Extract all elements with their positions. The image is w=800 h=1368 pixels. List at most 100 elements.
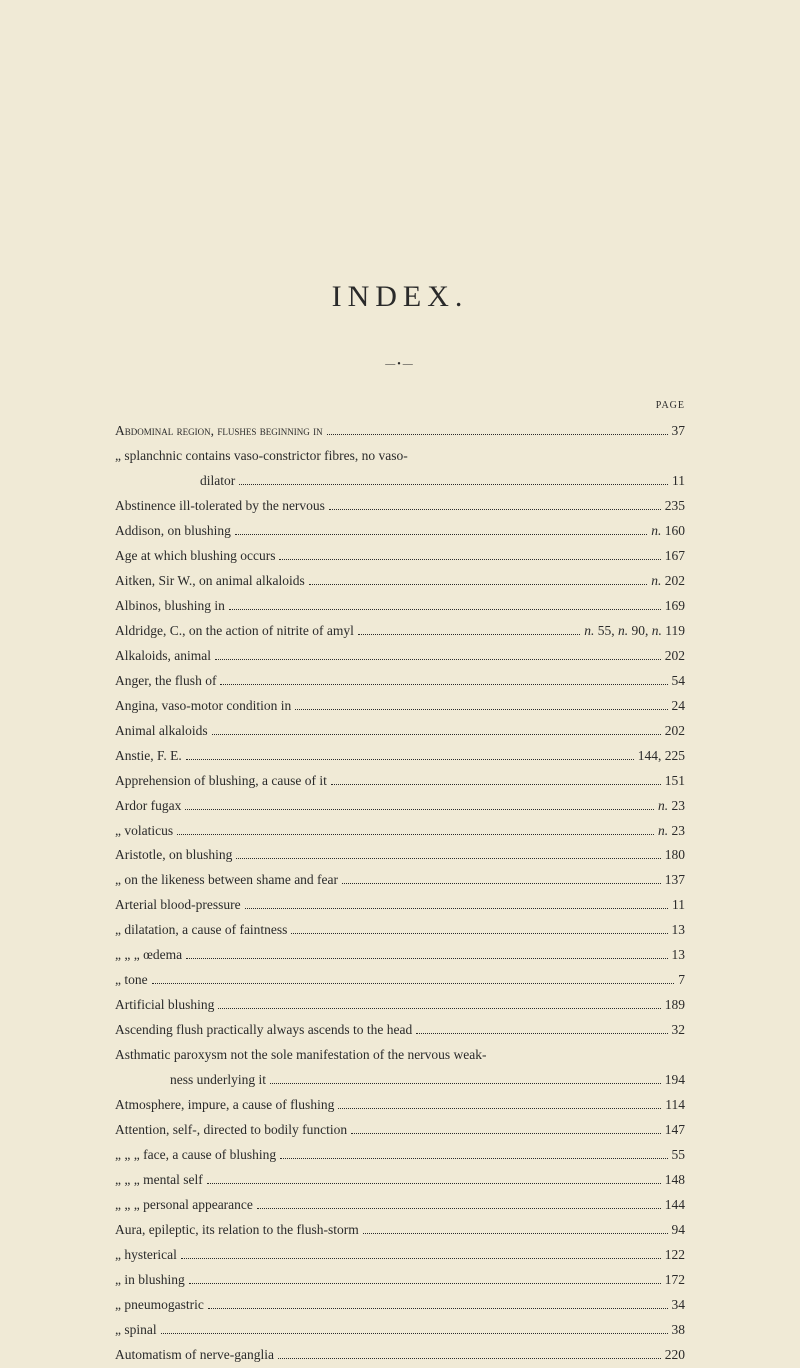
entry-label: „ splanchnic contains vaso-constrictor f…: [115, 444, 408, 469]
entry-label: Abdominal region, flushes beginning in: [115, 419, 323, 444]
index-entry: Albinos, blushing in169: [115, 594, 685, 619]
leader-dots: [189, 1270, 661, 1284]
leader-dots: [309, 571, 648, 585]
leader-dots: [295, 696, 667, 710]
entry-page: 147: [665, 1118, 685, 1143]
entry-label: Arterial blood-pressure: [115, 893, 241, 918]
leader-dots: [331, 771, 661, 785]
entry-label: „ on the likeness between shame and fear: [115, 868, 338, 893]
index-entry: Ardor fugax n. 23: [115, 794, 685, 819]
entry-page: 151: [665, 769, 685, 794]
entry-page: 13: [672, 918, 686, 943]
leader-dots: [185, 796, 654, 810]
entry-page: 94: [672, 1218, 686, 1243]
index-entry: „ in blushing 172: [115, 1268, 685, 1293]
index-entries: Abdominal region, flushes beginning in 37…: [115, 419, 685, 1368]
entry-page: 37: [672, 419, 686, 444]
entry-label: „ dilatation, a cause of faintness: [115, 918, 287, 943]
entry-page: 202: [665, 644, 685, 669]
entry-label: Ardor fugax: [115, 794, 181, 819]
index-entry: Abstinence ill-tolerated by the nervous2…: [115, 494, 685, 519]
entry-label: Aldridge, C., on the action of nitrite o…: [115, 619, 354, 644]
entry-label: Artificial blushing: [115, 993, 214, 1018]
entry-label: Atmosphere, impure, a cause of flushing: [115, 1093, 334, 1118]
leader-dots: [416, 1021, 667, 1035]
entry-page: 55: [672, 1143, 686, 1168]
entry-page: 202: [665, 719, 685, 744]
index-entry: Atmosphere, impure, a cause of flushing 1…: [115, 1093, 685, 1118]
leader-dots: [363, 1221, 668, 1235]
index-entry: Anger, the flush of54: [115, 669, 685, 694]
index-entry: „ tone7: [115, 968, 685, 993]
leader-dots: [327, 422, 668, 436]
leader-dots: [338, 1096, 661, 1110]
entry-page: 144: [665, 1193, 685, 1218]
leader-dots: [181, 1245, 661, 1259]
leader-dots: [329, 496, 661, 510]
entry-page: 137: [665, 868, 685, 893]
entry-page: 172: [665, 1268, 685, 1293]
index-entry: „ on the likeness between shame and fear…: [115, 868, 685, 893]
entry-label: „ „ „ personal appearance: [115, 1193, 253, 1218]
index-entry: Angina, vaso-motor condition in 24: [115, 694, 685, 719]
index-entry: Aldridge, C., on the action of nitrite o…: [115, 619, 685, 644]
entry-label: „ volaticus: [115, 819, 173, 844]
index-entry: Artificial blushing189: [115, 993, 685, 1018]
entry-page: 114: [665, 1093, 685, 1118]
index-entry: „ hysterical 122: [115, 1243, 685, 1268]
entry-label: „ „ „ mental self: [115, 1168, 203, 1193]
index-entry: Alkaloids, animal 202: [115, 644, 685, 669]
leader-dots: [245, 896, 668, 910]
entry-page: 11: [672, 469, 685, 494]
entry-label: ness underlying it: [115, 1068, 266, 1093]
entry-page: 11: [672, 893, 685, 918]
leader-dots: [208, 1295, 668, 1309]
leader-dots: [278, 1345, 661, 1359]
entry-label: Anger, the flush of: [115, 669, 216, 694]
index-entry: Arterial blood-pressure 11: [115, 893, 685, 918]
entry-label: „ hysterical: [115, 1243, 177, 1268]
index-entry: Age at which blushing occurs167: [115, 544, 685, 569]
entry-label: Albinos, blushing in: [115, 594, 225, 619]
index-entry: Asthmatic paroxysm not the sole manifest…: [115, 1043, 685, 1068]
entry-label: „ in blushing: [115, 1268, 185, 1293]
entry-page: n. 55, n. 90, n. 119: [584, 619, 685, 644]
index-entry: Abdominal region, flushes beginning in 37: [115, 419, 685, 444]
entry-page: 24: [672, 694, 686, 719]
leader-dots: [342, 871, 661, 885]
entry-label: Anstie, F. E.: [115, 744, 182, 769]
page-column-header: PAGE: [115, 400, 685, 411]
leader-dots: [236, 846, 660, 860]
entry-page: 13: [672, 943, 686, 968]
leader-dots: [220, 671, 667, 685]
entry-label: Alkaloids, animal: [115, 644, 211, 669]
index-entry: „ „ „ personal appearance 144: [115, 1193, 685, 1218]
leader-dots: [218, 996, 660, 1010]
entry-page: 148: [665, 1168, 685, 1193]
entry-label: Angina, vaso-motor condition in: [115, 694, 291, 719]
index-entry: dilator 11: [115, 469, 685, 494]
index-entry: Automatism of nerve-ganglia220: [115, 1343, 685, 1368]
leader-dots: [235, 521, 647, 535]
entry-page: 7: [678, 968, 685, 993]
entry-page: n. 23: [658, 819, 685, 844]
entry-label: „ pneumogastric: [115, 1293, 204, 1318]
leader-dots: [215, 646, 661, 660]
entry-label: Apprehension of blushing, a cause of it: [115, 769, 327, 794]
leader-dots: [291, 921, 667, 935]
leader-dots: [207, 1171, 661, 1185]
index-entry: Animal alkaloids 202: [115, 719, 685, 744]
leader-dots: [358, 621, 580, 635]
entry-label: Aristotle, on blushing: [115, 843, 232, 868]
index-entry: „ pneumogastric34: [115, 1293, 685, 1318]
leader-dots: [280, 1146, 667, 1160]
index-entry: Addison, on blushingn. 160: [115, 519, 685, 544]
entry-page: 122: [665, 1243, 685, 1268]
entry-label: Animal alkaloids: [115, 719, 208, 744]
divider-ornament: —•—: [115, 359, 685, 370]
entry-page: n. 23: [658, 794, 685, 819]
index-entry: „ „ „ mental self 148: [115, 1168, 685, 1193]
entry-page: 235: [665, 494, 685, 519]
entry-page: 144, 225: [638, 744, 685, 769]
entry-label: dilator: [115, 469, 235, 494]
